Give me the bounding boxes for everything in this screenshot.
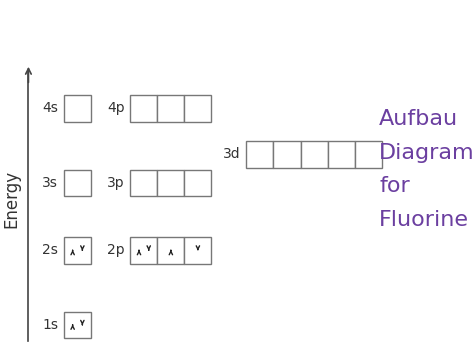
Bar bbox=[246, 141, 273, 168]
Bar bbox=[273, 141, 301, 168]
Bar bbox=[301, 141, 328, 168]
Bar bbox=[184, 95, 211, 121]
Bar bbox=[355, 141, 382, 168]
Text: 1s: 1s bbox=[42, 318, 58, 332]
Bar bbox=[184, 169, 211, 196]
Text: 3d: 3d bbox=[223, 147, 241, 162]
Bar bbox=[328, 141, 355, 168]
Text: 3s: 3s bbox=[43, 176, 58, 190]
Text: 3p: 3p bbox=[107, 176, 125, 190]
Bar bbox=[64, 169, 91, 196]
Text: 4s: 4s bbox=[43, 101, 58, 115]
Bar bbox=[130, 169, 157, 196]
Bar bbox=[184, 237, 211, 263]
Text: Aufbau: Aufbau bbox=[379, 109, 458, 129]
Bar bbox=[130, 237, 157, 263]
Text: 4p: 4p bbox=[107, 101, 125, 115]
Bar bbox=[64, 312, 91, 338]
Text: Energy: Energy bbox=[3, 170, 21, 228]
Text: for: for bbox=[379, 176, 410, 196]
Text: 2s: 2s bbox=[43, 243, 58, 257]
Bar bbox=[64, 237, 91, 263]
Bar bbox=[157, 237, 184, 263]
Bar bbox=[130, 95, 157, 121]
Text: 2p: 2p bbox=[107, 243, 125, 257]
Bar bbox=[157, 95, 184, 121]
Text: Diagram: Diagram bbox=[379, 143, 474, 163]
Bar bbox=[64, 95, 91, 121]
Bar bbox=[157, 169, 184, 196]
Text: Fluorine: Fluorine bbox=[379, 210, 469, 230]
